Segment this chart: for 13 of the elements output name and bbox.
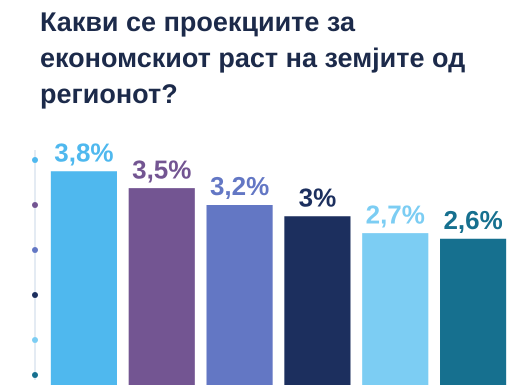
chart-title: Какви се проекциите за економскиот раст на земјите од регионот? xyxy=(40,6,466,111)
bar xyxy=(440,238,506,385)
data-label: 3,2% xyxy=(210,171,270,202)
bar xyxy=(284,216,350,385)
data-label: 3,8% xyxy=(54,137,114,168)
bar xyxy=(206,205,273,385)
bar xyxy=(128,188,195,385)
data-label: 2,6% xyxy=(443,204,503,235)
data-label: 3,5% xyxy=(132,154,192,184)
bar xyxy=(50,171,117,385)
data-label: 3% xyxy=(298,182,336,212)
bar xyxy=(362,233,428,385)
data-label: 2,7% xyxy=(366,199,425,230)
